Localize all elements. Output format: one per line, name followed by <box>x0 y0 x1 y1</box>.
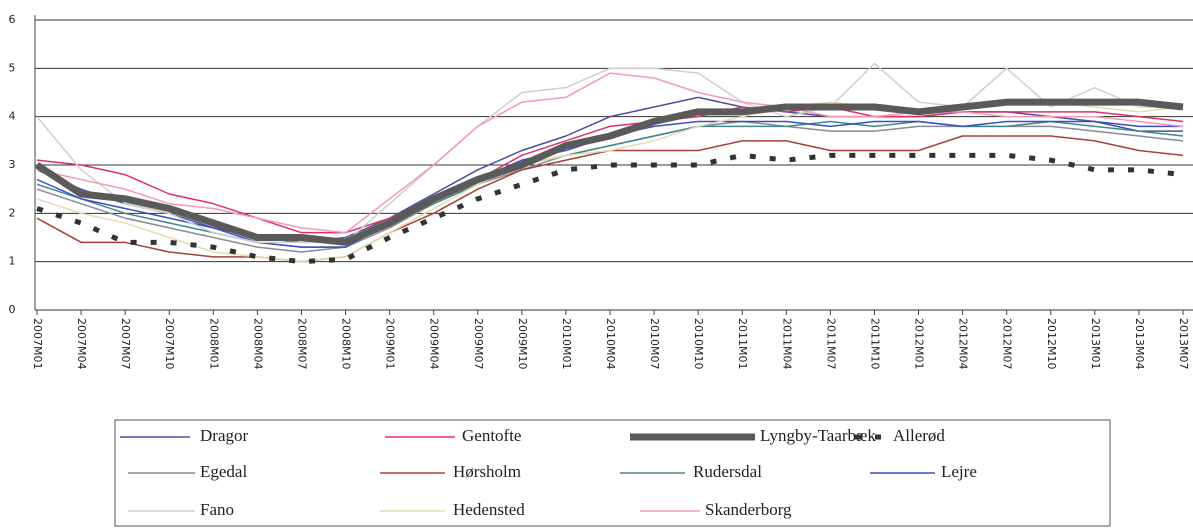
x-tick-label: 2010M10 <box>692 318 705 369</box>
x-tick-label: 2011M07 <box>824 318 837 369</box>
x-tick-label: 2008M01 <box>207 318 220 369</box>
x-tick-label: 2013M04 <box>1133 318 1146 369</box>
y-tick-label: 0 <box>9 303 16 316</box>
x-tick-label: 2011M01 <box>736 318 749 369</box>
legend-label: Allerød <box>893 426 945 445</box>
legend-label: Skanderborg <box>705 500 792 519</box>
x-tick-label: 2010M01 <box>560 318 573 369</box>
legend-label: Rudersdal <box>693 462 762 481</box>
y-tick-label: 2 <box>9 206 16 219</box>
series-line <box>36 152 1184 265</box>
y-tick-label: 3 <box>9 158 16 171</box>
x-tick-label: 2007M01 <box>31 318 44 369</box>
x-tick-label: 2013M01 <box>1089 318 1102 369</box>
x-tick-label: 2012M10 <box>1045 318 1058 369</box>
legend-label: Fano <box>200 500 234 519</box>
x-tick-label: 2008M10 <box>340 318 353 369</box>
series-line <box>36 106 1184 234</box>
x-tick-label: 2007M10 <box>163 318 176 369</box>
legend-label: Dragor <box>200 426 248 445</box>
x-tick-label: 2011M10 <box>868 318 881 369</box>
x-tick-label: 2010M04 <box>604 318 617 369</box>
x-tick-label: 2012M04 <box>957 318 970 369</box>
legend-label: Hørsholm <box>453 462 521 481</box>
x-tick-label: 2007M04 <box>75 318 88 369</box>
x-tick-label: 2007M07 <box>119 318 132 369</box>
x-tick-label: 2010M07 <box>648 318 661 369</box>
x-tick-label: 2009M04 <box>428 318 441 369</box>
legend-label: Gentofte <box>462 426 521 445</box>
series-line <box>36 120 1183 248</box>
y-tick-label: 6 <box>9 13 16 26</box>
x-tick-label: 2012M07 <box>1001 318 1014 369</box>
x-tick-label: 2011M04 <box>780 318 793 369</box>
legend-label: Hedensted <box>453 500 525 519</box>
y-tick-label: 4 <box>9 110 16 123</box>
series-line <box>35 98 1184 246</box>
x-tick-label: 2012M01 <box>913 318 926 369</box>
x-tick-label: 2009M10 <box>516 318 529 369</box>
legend-label: Lejre <box>941 462 977 481</box>
x-tick-label: 2008M04 <box>251 318 264 369</box>
series-line <box>36 62 1183 244</box>
x-tick-label: 2009M07 <box>472 318 485 369</box>
y-tick-label: 5 <box>9 61 16 74</box>
legend-label: Egedal <box>200 462 247 481</box>
x-tick-label: 2008M07 <box>295 318 308 369</box>
x-tick-label: 2013M07 <box>1177 318 1190 369</box>
legend-box <box>114 419 1111 527</box>
x-tick-label: 2009M01 <box>384 318 397 369</box>
legend-label: Lyngby-Taarbæk <box>760 426 876 445</box>
series-line <box>36 72 1184 234</box>
series-line <box>36 120 1184 248</box>
y-tick-label: 1 <box>9 255 16 268</box>
